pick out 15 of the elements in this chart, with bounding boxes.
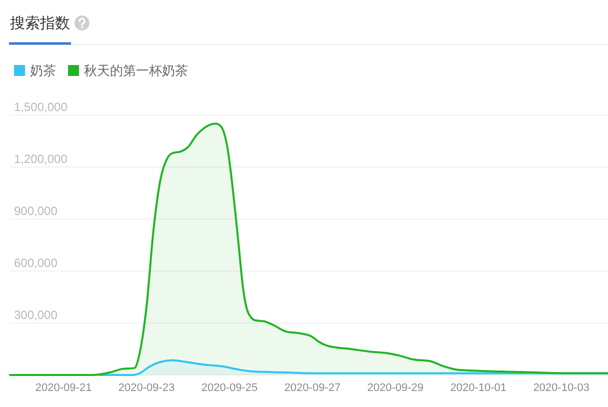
legend-label: 奶茶 [30, 63, 56, 78]
x-tick-label: 2020-09-29 [367, 382, 424, 394]
y-tick-label: 900,000 [14, 204, 58, 218]
x-tick-label: 2020-09-23 [118, 382, 175, 394]
legend-label: 秋天的第一杯奶茶 [84, 63, 188, 78]
y-tick-label: 1,500,000 [14, 100, 68, 114]
x-tick-label: 2020-09-27 [284, 382, 341, 394]
y-tick-label: 300,000 [14, 308, 58, 322]
y-tick-label: 600,000 [14, 256, 58, 270]
x-tick-label: 2020-09-25 [201, 382, 258, 394]
x-tick-label: 2020-10-03 [533, 382, 590, 394]
y-tick-label: 1,200,000 [14, 152, 68, 166]
x-tick-label: 2020-10-01 [450, 382, 507, 394]
title: 搜索指数 [10, 15, 70, 32]
x-tick-label: 2020-09-21 [35, 382, 92, 394]
